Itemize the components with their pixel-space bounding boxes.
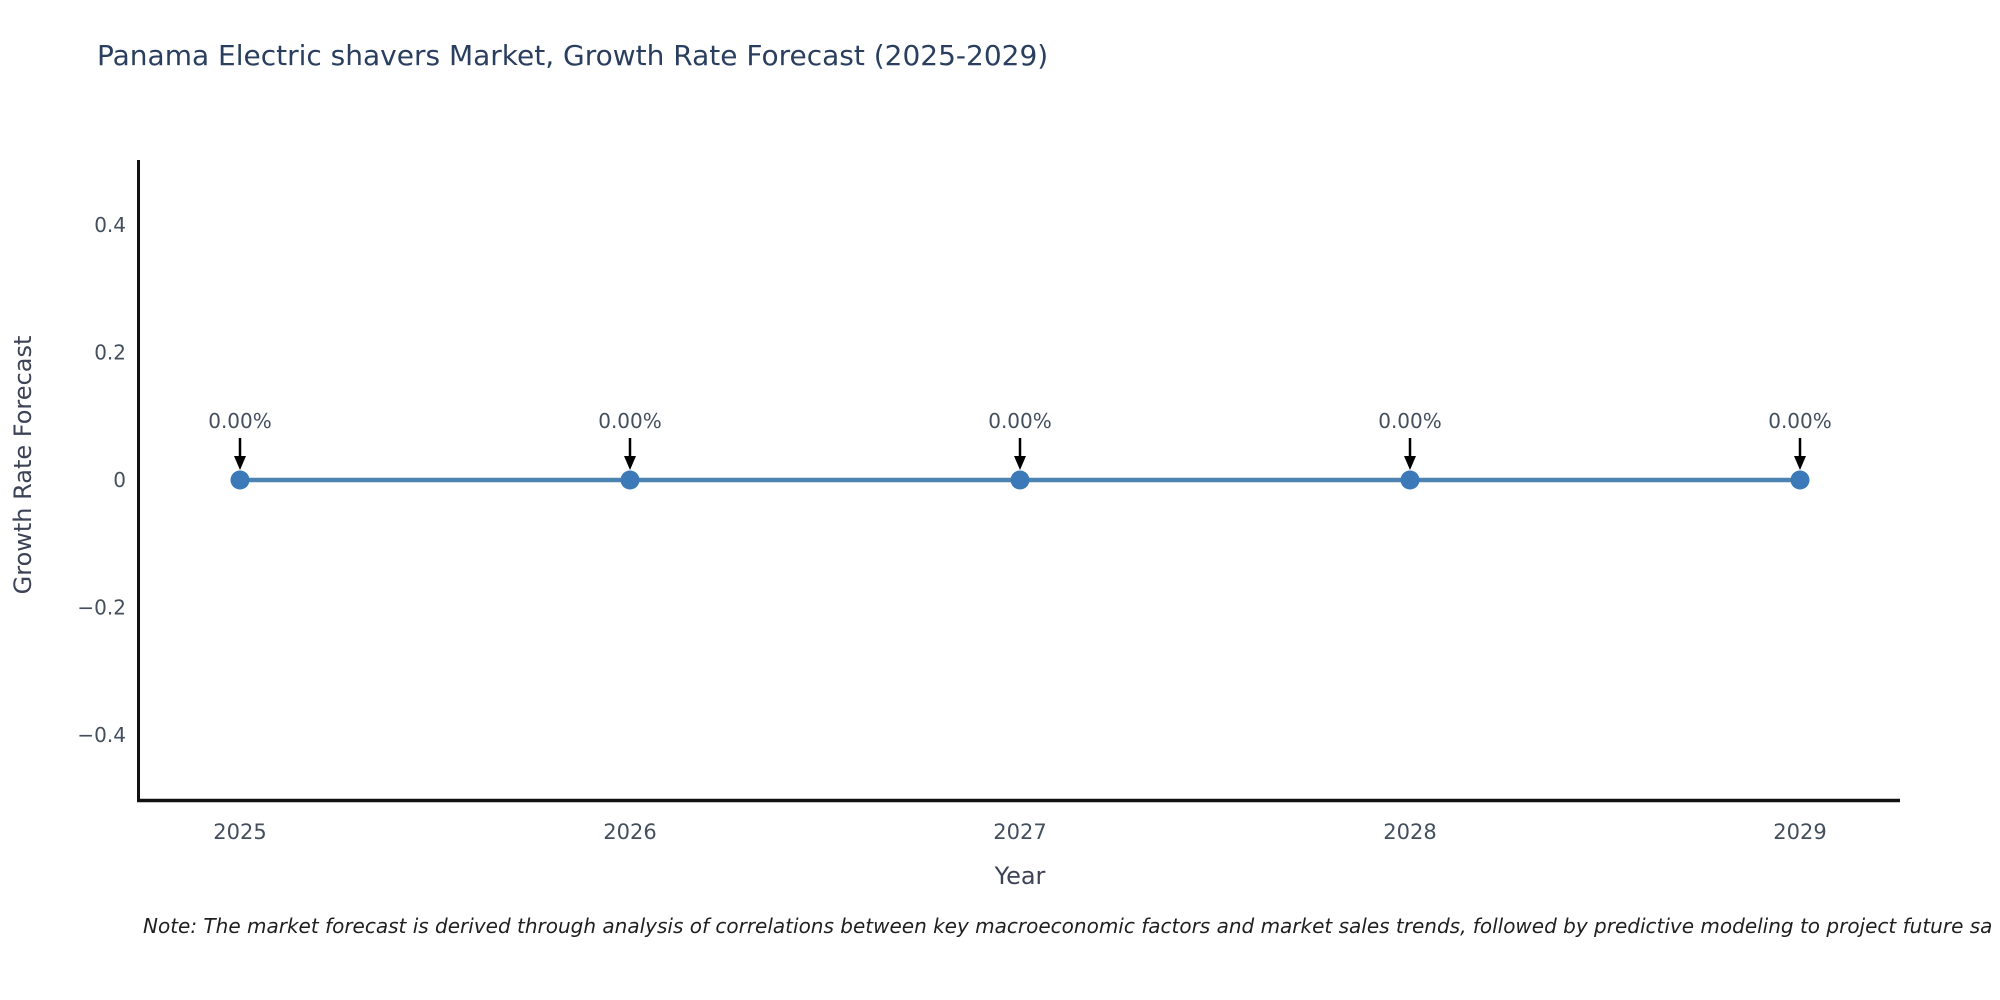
data-point-marker: [620, 470, 640, 490]
x-tick-label: 2027: [993, 820, 1046, 844]
y-axis-title: Growth Rate Forecast: [9, 336, 37, 595]
annotations-group: 0.00% 0.00% 0.00% 0.00% 0.00%: [208, 409, 1832, 470]
data-point-marker: [1400, 470, 1420, 490]
footnote-text: Note: The market forecast is derived thr…: [143, 914, 1993, 938]
y-tick-label: 0.2: [94, 341, 126, 365]
x-axis-title: Year: [994, 862, 1046, 890]
x-tick-label: 2026: [603, 820, 656, 844]
annotation-arrowhead-icon: [1014, 456, 1026, 470]
data-point-marker: [230, 470, 250, 490]
data-point-marker: [1790, 470, 1810, 490]
x-tick-label: 2028: [1383, 820, 1436, 844]
annotation-label: 0.00%: [988, 409, 1052, 433]
y-tick-label: 0.4: [94, 213, 126, 237]
annotation-label: 0.00%: [1768, 409, 1832, 433]
x-axis-tick-labels: 2025 2026 2027 2028 2029: [213, 820, 1826, 844]
annotation-label: 0.00%: [598, 409, 662, 433]
x-tick-label: 2029: [1773, 820, 1826, 844]
annotation-label: 0.00%: [1378, 409, 1442, 433]
annotation-arrowhead-icon: [234, 456, 246, 470]
data-point-marker: [1010, 470, 1030, 490]
x-tick-label: 2025: [213, 820, 266, 844]
y-tick-label: −0.4: [77, 723, 126, 747]
chart-title: Panama Electric shavers Market, Growth R…: [97, 39, 1049, 72]
series-group: [230, 470, 1810, 490]
annotation-label: 0.00%: [208, 409, 272, 433]
y-axis-tick-labels: 0.4 0.2 0 −0.2 −0.4: [77, 213, 126, 747]
y-tick-label: −0.2: [77, 596, 126, 620]
annotation-arrowhead-icon: [1404, 456, 1416, 470]
annotation-arrowhead-icon: [624, 456, 636, 470]
y-tick-label: 0: [113, 468, 126, 492]
annotation-arrowhead-icon: [1794, 456, 1806, 470]
